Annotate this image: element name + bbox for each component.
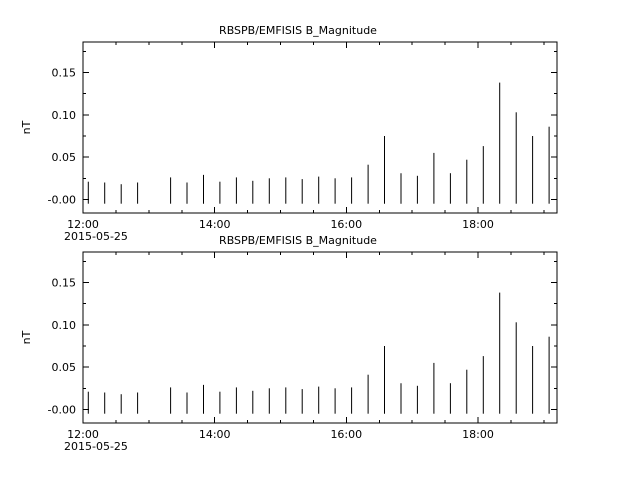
x-tick-label: 16:00 (330, 428, 362, 441)
x-tick-label: 18:00 (462, 428, 494, 441)
x-axis-date-label: 2015-05-25 (64, 230, 128, 243)
axis-box (82, 41, 558, 214)
x-tick-label: 16:00 (330, 218, 362, 231)
y-tick-label: 0.15 (52, 67, 77, 80)
y-tick-label: 0.10 (52, 319, 77, 332)
x-tick-label: 14:00 (199, 428, 231, 441)
plot-title: RBSPB/EMFISIS B_Magnitude (219, 24, 377, 37)
y-tick-label: 0.15 (52, 277, 77, 290)
y-tick-label: 0.10 (52, 109, 77, 122)
panel-2: 12:00 14:00 16:00 18:00 -0.00 0.05 0.10 0.15 RBS… (20, 234, 558, 453)
axis-box (82, 251, 558, 424)
x-tick-label: 14:00 (199, 218, 231, 231)
y-tick-label: -0.00 (48, 194, 76, 207)
y-axis-label: nT (20, 330, 33, 344)
y-tick-label: 0.05 (52, 151, 77, 164)
panel-1: 12:00 14:00 16:00 18:00 -0.00 0.05 0.10 0.15 RBS… (20, 24, 558, 243)
y-axis-label: nT (20, 120, 33, 134)
x-tick-label: 18:00 (462, 218, 494, 231)
y-tick-label: 0.05 (52, 361, 77, 374)
x-axis-date-label: 2015-05-25 (64, 440, 128, 453)
x-tick-label: 12:00 (67, 428, 99, 441)
x-tick-label: 12:00 (67, 218, 99, 231)
y-tick-label: -0.00 (48, 404, 76, 417)
plot-title: RBSPB/EMFISIS B_Magnitude (219, 234, 377, 247)
